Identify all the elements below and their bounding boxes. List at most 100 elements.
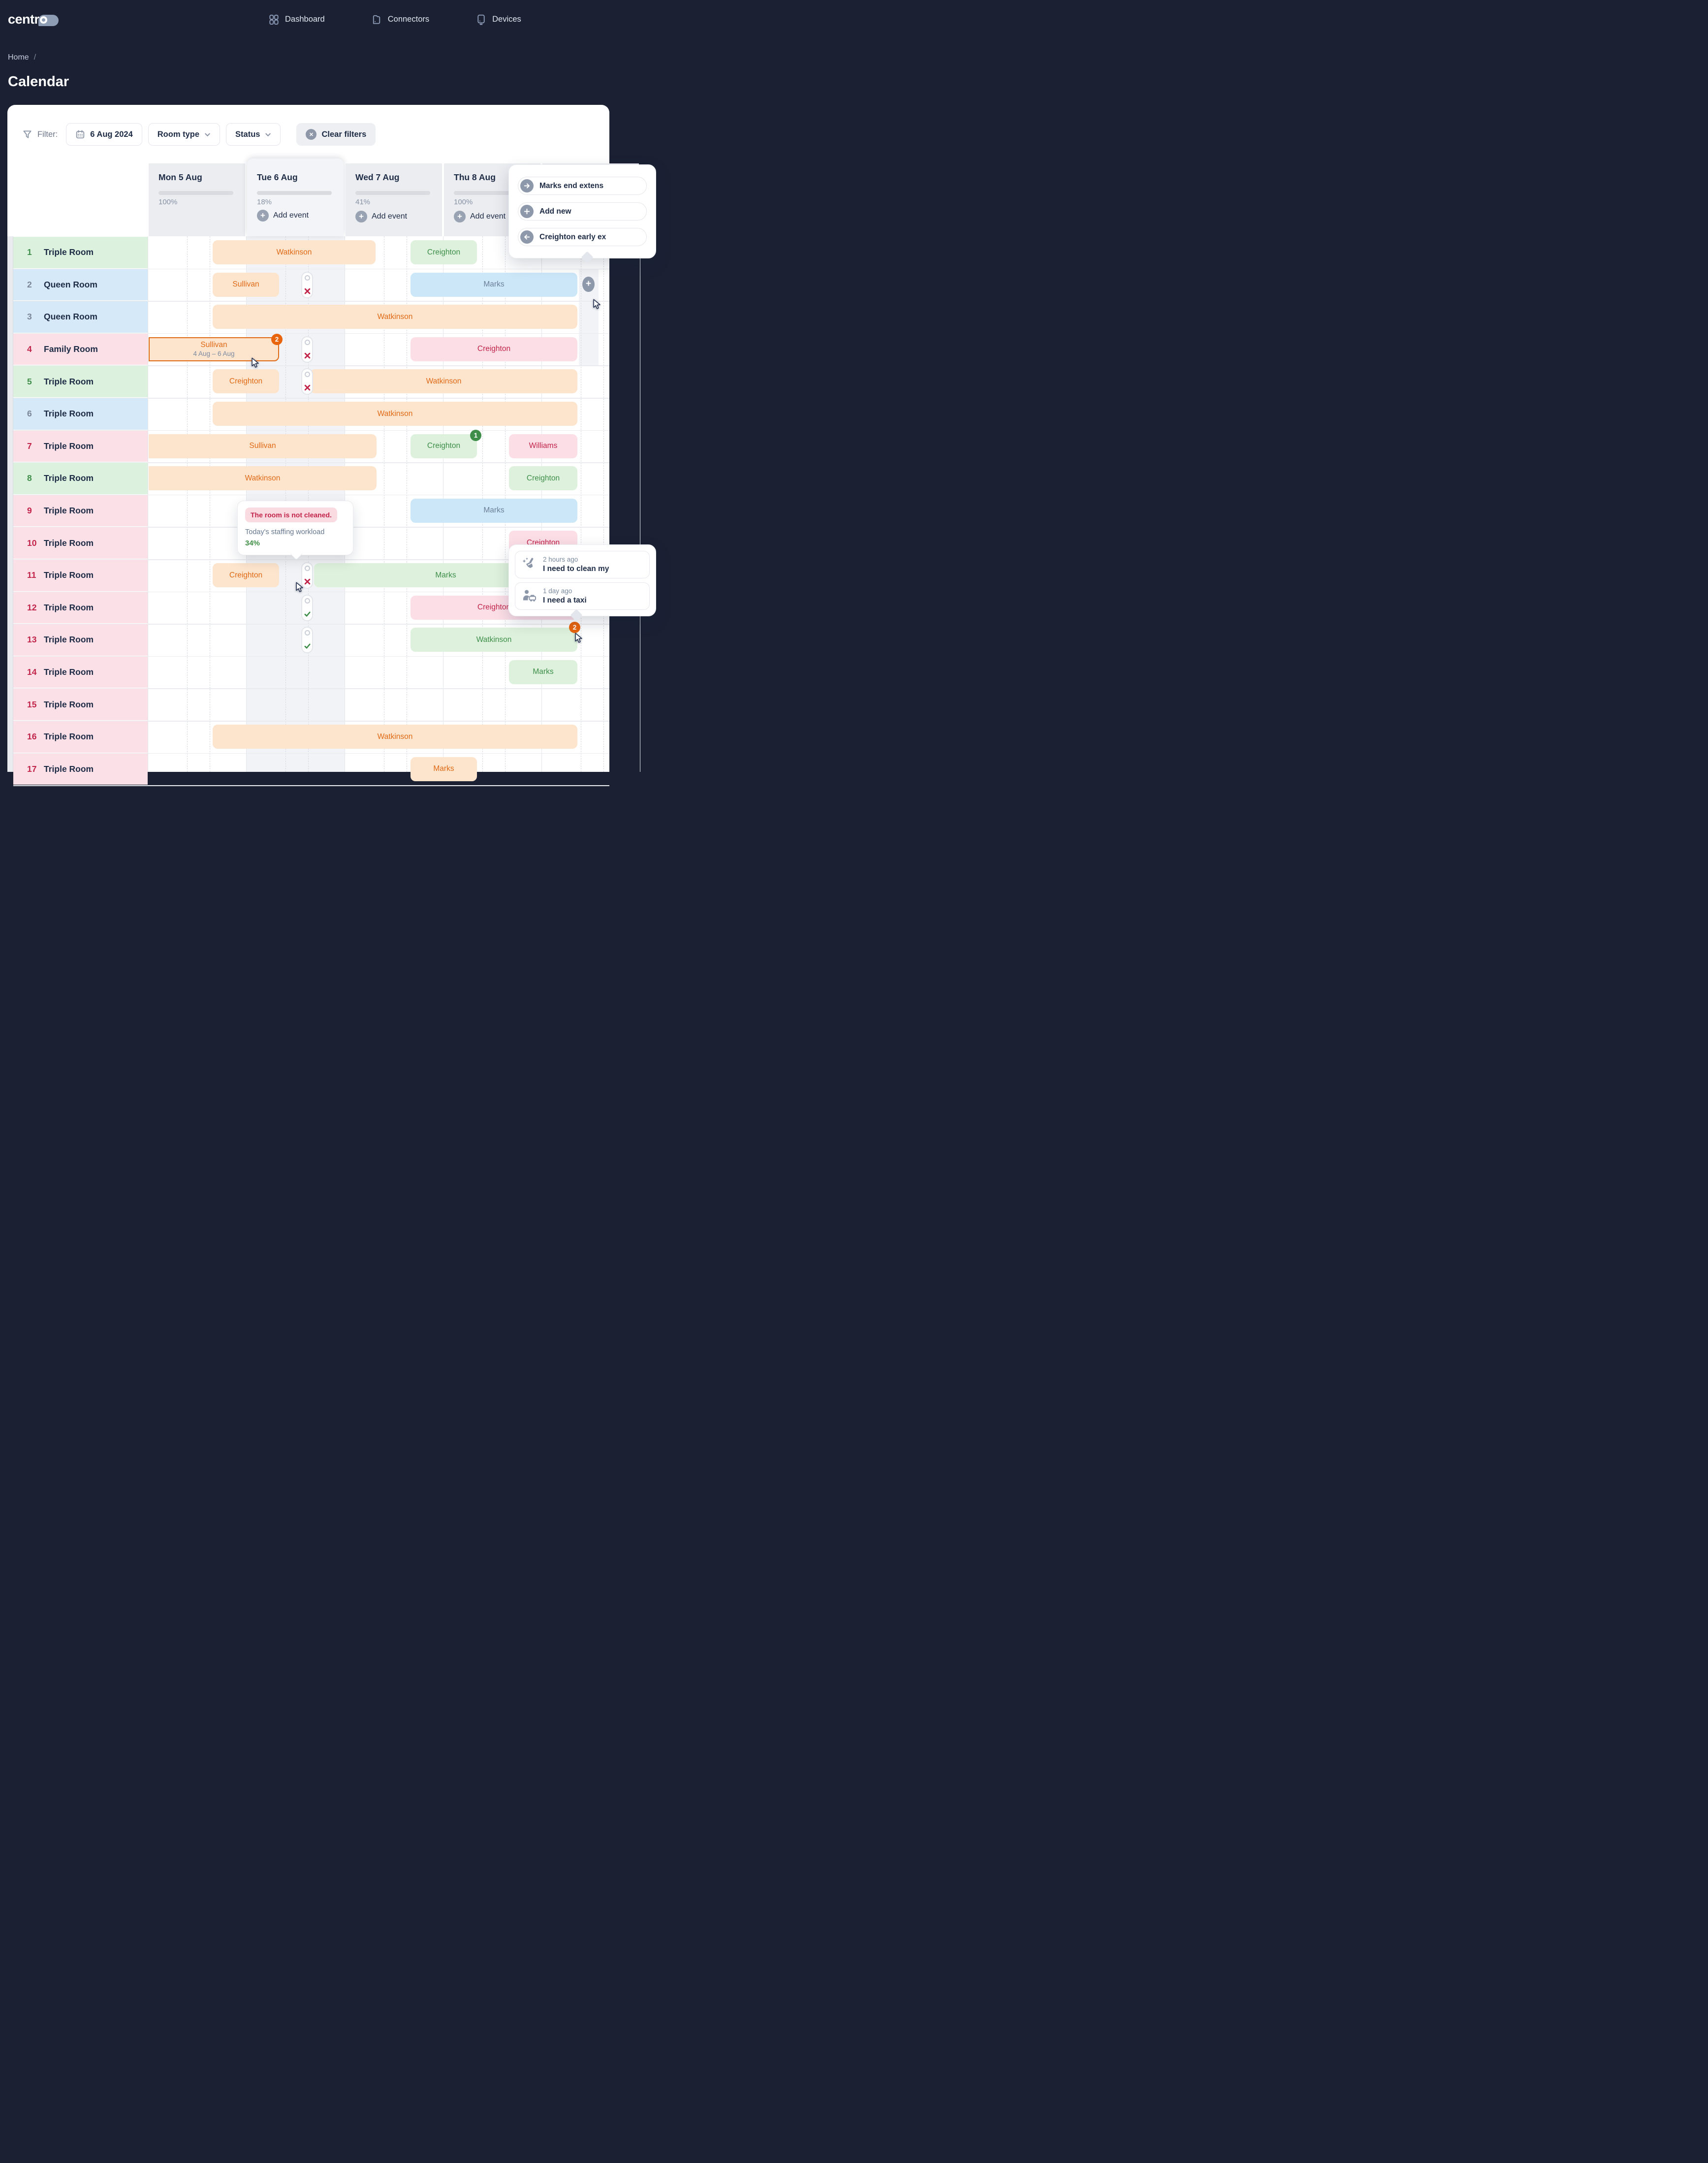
occupancy-progress-bar: [355, 191, 430, 195]
date-filter-value: 6 Aug 2024: [90, 129, 133, 139]
event-sullivan-room-4[interactable]: Sullivan 4 Aug – 6 Aug 2: [149, 333, 283, 361]
room-number: 12: [27, 602, 37, 612]
event-sullivan-room-2[interactable]: Sullivan: [213, 272, 279, 297]
clear-filters-button[interactable]: ✕ Clear filters: [296, 123, 376, 146]
nav-label: Devices: [492, 14, 521, 24]
event-marks-room-2[interactable]: Marks: [411, 272, 577, 297]
grid-dashed-line: [603, 236, 604, 772]
plus-icon: +: [355, 211, 367, 223]
occupancy-percent: 41%: [355, 198, 371, 206]
room-row-label-11: 11 Triple Room: [13, 560, 148, 591]
event-creighton-room-1[interactable]: Creighton: [411, 240, 477, 264]
room-number: 4: [27, 344, 32, 354]
event-sullivan-room-7[interactable]: Sullivan: [149, 434, 377, 458]
nav-item-dashboard[interactable]: Dashboard: [268, 14, 325, 25]
event-watkinson-room-6[interactable]: Watkinson: [213, 402, 577, 426]
notification-card[interactable]: 1 day ago I need a taxi: [515, 582, 650, 610]
guest-name: Watkinson: [245, 474, 281, 482]
add-event-button[interactable]: + Add event: [454, 211, 506, 223]
notification-card[interactable]: 2 hours ago I need to clean my: [515, 551, 650, 578]
event-watkinson-room-16[interactable]: Watkinson: [213, 725, 577, 749]
guest-name: Sullivan: [232, 280, 259, 289]
event-watkinson-room-13[interactable]: Watkinson 2: [411, 622, 580, 652]
grid-row-line: [13, 430, 609, 431]
guest-name: Marks: [433, 764, 454, 773]
room-type-filter-dropdown[interactable]: Room type: [148, 123, 221, 146]
status-filter-dropdown[interactable]: Status: [226, 123, 281, 146]
add-event-button[interactable]: + Add event: [355, 211, 407, 223]
breadcrumb: Home /: [8, 53, 36, 62]
nav-label: Dashboard: [285, 14, 325, 24]
toggle-empty-ring: [304, 630, 310, 636]
guest-name: Marks: [483, 506, 505, 515]
housekeeping-toggle-room-4[interactable]: [301, 336, 313, 363]
logo-mark-icon: [38, 14, 59, 26]
mouse-cursor: [294, 581, 305, 594]
event-watkinson-room-1[interactable]: Watkinson: [213, 240, 376, 264]
event-watkinson-room-5[interactable]: Watkinson: [310, 369, 577, 394]
room-type: Triple Room: [44, 732, 94, 742]
grid-row-line: [13, 591, 609, 593]
event-badge[interactable]: 2: [569, 622, 580, 634]
event-badge[interactable]: 1: [470, 429, 481, 441]
day-header-wed-7-aug[interactable]: Wed 7 Aug 41% + Add event: [346, 163, 442, 236]
housekeeping-toggle-room-2[interactable]: [301, 271, 313, 298]
event-watkinson-room-8[interactable]: Watkinson: [149, 466, 377, 491]
room-number: 7: [27, 441, 32, 451]
room-status-tooltip: The room is not cleaned. Today's staffin…: [237, 501, 353, 560]
day-label: Wed 7 Aug: [355, 172, 400, 182]
scrollbar-gutter[interactable]: [7, 236, 13, 772]
calendar-icon: [76, 130, 85, 139]
room-row-label-13: 13 Triple Room: [13, 624, 148, 656]
date-filter-button[interactable]: 6 Aug 2024: [66, 123, 142, 146]
tooltip-workload-label: Today's staffing workload: [245, 528, 325, 536]
day-header-tue-6-aug[interactable]: Tue 6 Aug 18% + Add event: [247, 159, 344, 236]
mouse-cursor: [573, 632, 584, 645]
grid-row-line: [13, 398, 609, 399]
event-creighton-room-5[interactable]: Creighton: [213, 369, 279, 394]
event-badge[interactable]: 2: [271, 333, 283, 345]
event-williams-room-7[interactable]: Williams: [509, 434, 577, 458]
room-number: 10: [27, 538, 37, 548]
room-number: 13: [27, 635, 37, 645]
event-date-range: 4 Aug – 6 Aug: [193, 350, 235, 358]
guest-name: Watkinson: [476, 635, 512, 644]
event-marks-room-14[interactable]: Marks: [509, 660, 577, 684]
room-type: Triple Room: [44, 538, 94, 548]
person-car-icon: [521, 588, 537, 604]
room-number: 6: [27, 409, 32, 419]
context-menu-item-marks-end-extens[interactable]: Marks end extens: [518, 177, 647, 195]
housekeeping-toggle-room-5[interactable]: [301, 368, 313, 395]
event-marks-room-17[interactable]: Marks: [411, 757, 477, 781]
event-watkinson-room-3[interactable]: Watkinson: [213, 305, 577, 329]
event-creighton-room-4[interactable]: Creighton: [411, 337, 577, 361]
housekeeping-toggle-room-13[interactable]: [301, 627, 313, 654]
event-marks-room-9[interactable]: Marks: [411, 498, 577, 523]
nav-item-connectors[interactable]: Connectors: [371, 14, 429, 25]
room-row-label-7: 7 Triple Room: [13, 430, 148, 462]
event-creighton-room-7[interactable]: Creighton 1: [411, 429, 481, 458]
add-booking-slot-button[interactable]: +: [582, 276, 595, 292]
app-logo[interactable]: centr: [8, 12, 59, 27]
add-event-button[interactable]: + Add event: [257, 210, 309, 222]
guest-name: Creighton: [229, 571, 263, 579]
context-menu-item-add-new[interactable]: Add new: [518, 202, 647, 221]
room-type: Triple Room: [44, 409, 94, 419]
room-number: 11: [27, 570, 36, 580]
housekeeping-toggle-room-11[interactable]: [301, 562, 313, 589]
event-creighton-room-11[interactable]: Creighton: [213, 563, 279, 587]
arrow-right-icon: [520, 179, 534, 192]
room-number: 1: [27, 247, 32, 257]
day-header-mon-5-aug[interactable]: Mon 5 Aug 100%: [149, 163, 245, 236]
context-menu-item-creighton-early-ex[interactable]: Creighton early ex: [518, 228, 647, 246]
room-number: 9: [27, 506, 32, 516]
event-creighton-room-8[interactable]: Creighton: [509, 466, 577, 491]
guest-name: Creighton: [477, 345, 511, 353]
breadcrumb-home-link[interactable]: Home: [8, 53, 29, 62]
filter-label: Filter:: [37, 129, 58, 139]
housekeeping-toggle-room-12[interactable]: [301, 594, 313, 621]
room-row-label-8: 8 Triple Room: [13, 463, 148, 494]
grid-dashed-line: [187, 236, 188, 772]
nav-item-devices[interactable]: Devices: [475, 14, 521, 25]
breadcrumb-separator: /: [33, 53, 36, 62]
